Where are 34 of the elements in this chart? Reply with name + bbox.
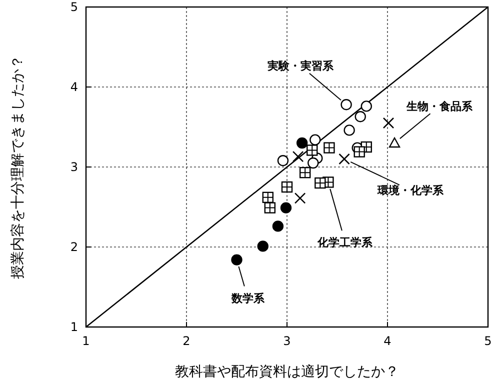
- x-axis-title: 教科書や配布資料は適切でしたか？: [175, 364, 399, 380]
- y-tick-label: 3: [70, 160, 78, 174]
- text: 化学工学系: [316, 236, 374, 250]
- point: [280, 202, 292, 214]
- text: 生物・食品系: [406, 100, 474, 113]
- point: [277, 155, 289, 166]
- x-tick-label: 4: [384, 334, 392, 348]
- point: [294, 192, 306, 204]
- point: [388, 137, 400, 148]
- point: [231, 254, 242, 266]
- x-tick-label: 3: [283, 334, 291, 348]
- x-tick-label: 2: [182, 334, 190, 348]
- point: [296, 137, 308, 149]
- point: [257, 240, 268, 252]
- legend-label: 環境・化学系: [376, 184, 444, 197]
- y-axis-title: 授業内容を十分理解できましたか？: [10, 55, 26, 279]
- text: 実験・実習系: [266, 60, 334, 73]
- x-tick-label: 5: [484, 334, 492, 348]
- point: [310, 134, 321, 146]
- point: [344, 124, 355, 136]
- y-tick-label: 5: [70, 0, 78, 14]
- y-tick-label: 1: [70, 320, 78, 334]
- legend-label: 数学系: [230, 292, 266, 305]
- y-tick-label: 4: [70, 80, 78, 94]
- point: [360, 100, 372, 112]
- y-tick-label: 2: [70, 240, 78, 254]
- point: [308, 157, 319, 169]
- point: [338, 153, 350, 165]
- x-tick-label: 1: [82, 334, 90, 348]
- point: [272, 220, 284, 232]
- point: [354, 111, 366, 122]
- point: [340, 99, 352, 110]
- point: [382, 117, 394, 129]
- point: [292, 150, 304, 162]
